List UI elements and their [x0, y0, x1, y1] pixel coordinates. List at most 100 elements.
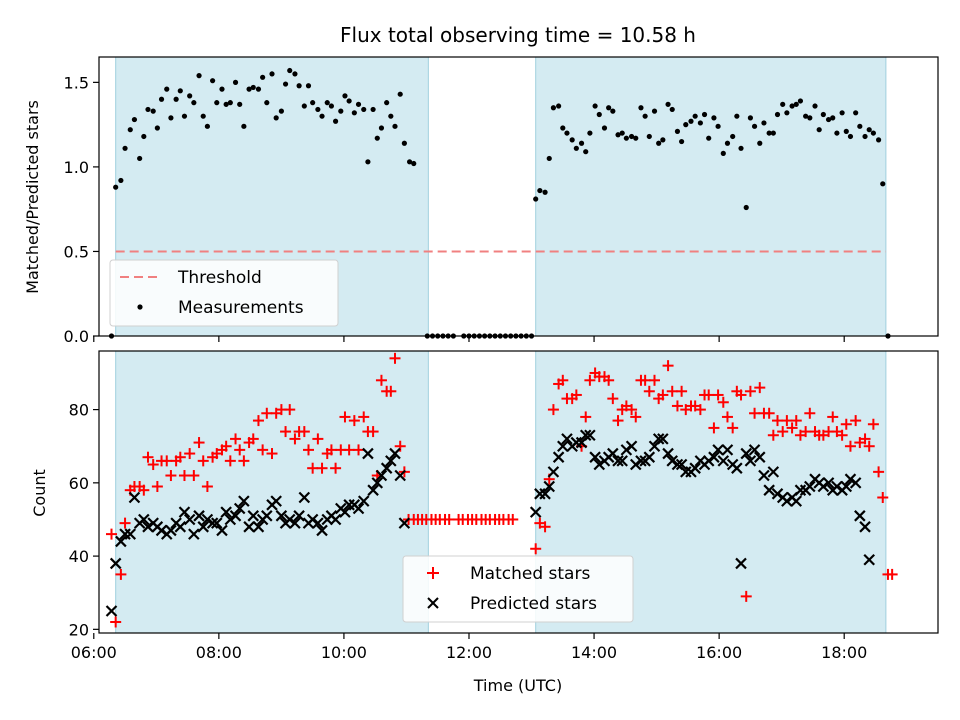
- measurement-point: [646, 133, 652, 140]
- measurement-point: [365, 159, 371, 165]
- matched-star-point: [178, 470, 190, 482]
- matched-star-point: [580, 411, 592, 423]
- predicted-star-point: [721, 444, 734, 456]
- predicted-star-point: [188, 528, 200, 540]
- matched-star-point: [539, 521, 551, 533]
- predicted-star-point: [662, 447, 674, 460]
- x-axis-label: Time (UTC): [473, 676, 562, 695]
- matched-star-point: [115, 568, 127, 580]
- predicted-star-point: [854, 510, 866, 522]
- legend-predicted-swatch: [427, 597, 439, 609]
- measurement-point: [665, 101, 671, 107]
- measurement-point: [766, 130, 772, 136]
- matched-star-point: [612, 415, 624, 427]
- predicted-star-point: [109, 557, 122, 570]
- bottom-y-axis-label: Count: [30, 469, 49, 517]
- measurement-point: [770, 130, 776, 136]
- legend-measurements-swatch: [137, 304, 143, 310]
- predicted-star-point: [389, 447, 401, 460]
- x-tick-label: 14:00: [571, 643, 617, 662]
- measurement-point: [361, 106, 367, 113]
- predicted-star-point: [385, 455, 397, 467]
- measurement-point: [200, 113, 206, 119]
- matched-star-point: [312, 433, 324, 445]
- matched-star-point: [234, 444, 246, 456]
- matched-star-point: [151, 481, 163, 493]
- measurement-point: [342, 93, 348, 99]
- measurement-point: [204, 123, 210, 129]
- predicted-star-point: [178, 506, 191, 518]
- predicted-star-point: [731, 462, 743, 474]
- measurement-point: [122, 145, 128, 151]
- measurement-point: [706, 135, 712, 141]
- predicted-star-point: [270, 495, 282, 507]
- measurement-point: [278, 108, 284, 114]
- measurement-point: [118, 177, 124, 184]
- measurement-point: [747, 115, 753, 121]
- predicted-star-point: [197, 521, 210, 533]
- measurement-point: [113, 184, 119, 190]
- predicted-star-point: [398, 517, 411, 529]
- predicted-star-point: [128, 491, 141, 504]
- measurement-point: [751, 123, 758, 129]
- measurement-point: [250, 84, 256, 91]
- measurement-point: [743, 204, 749, 211]
- measurement-point: [816, 127, 822, 133]
- matched-star-point: [886, 568, 898, 580]
- measurement-point: [127, 127, 133, 133]
- measurement-point: [601, 125, 608, 131]
- matched-star-point: [339, 411, 351, 423]
- matched-star-point: [188, 470, 200, 482]
- matched-star-point: [671, 400, 683, 412]
- matched-star-point: [174, 451, 186, 463]
- measurement-point: [546, 155, 552, 162]
- bottom-y-tick-label: 40: [69, 547, 89, 566]
- matched-star-point: [316, 462, 328, 474]
- matched-star-point: [708, 422, 720, 434]
- predicted-star-point: [579, 429, 592, 442]
- measurement-point: [141, 133, 147, 140]
- measurement-point: [592, 103, 598, 109]
- matched-star-point: [570, 389, 582, 401]
- matched-star-point: [147, 459, 159, 471]
- predicted-star-point: [124, 528, 137, 540]
- predicted-star-point: [329, 513, 342, 526]
- measurement-point: [674, 128, 681, 134]
- matched-star-point: [138, 484, 150, 496]
- predicted-star-point: [312, 517, 324, 529]
- matched-star-point: [873, 466, 885, 478]
- predicted-star-point: [261, 510, 273, 522]
- legend-measurements-label: Measurements: [178, 298, 304, 318]
- top-y-tick-label: 0.0: [64, 327, 89, 346]
- chart-title: Flux total observing time = 10.58 h: [340, 23, 696, 47]
- matched-star-point: [389, 352, 401, 364]
- measurement-point: [232, 79, 239, 85]
- matched-star-point: [280, 426, 292, 438]
- predicted-star-point: [371, 477, 384, 489]
- measurement-point: [384, 100, 390, 106]
- matched-star-point: [649, 374, 661, 386]
- predicted-star-point: [543, 480, 556, 493]
- measurement-point: [214, 100, 220, 106]
- predicted-star-point: [220, 506, 232, 518]
- matched-star-point: [717, 396, 729, 408]
- measurement-point: [596, 111, 602, 118]
- measurement-point: [374, 135, 380, 141]
- legend-threshold-label: Threshold: [177, 268, 262, 288]
- measurement-point: [542, 189, 548, 195]
- predicted-star-point: [712, 444, 724, 456]
- predicted-star-point: [216, 524, 228, 537]
- bottom-window-0: [115, 350, 429, 634]
- measurement-point: [734, 113, 740, 119]
- predicted-star-point: [138, 513, 150, 526]
- matched-star-point: [106, 528, 118, 540]
- measurement-point: [131, 116, 138, 123]
- matched-star-point: [161, 455, 173, 467]
- predicted-star-point: [539, 488, 551, 500]
- measurement-point: [738, 145, 744, 151]
- predicted-star-point: [174, 521, 187, 533]
- top-window-1: [535, 56, 887, 337]
- predicted-star-point: [362, 447, 374, 460]
- predicted-star-point: [804, 480, 816, 493]
